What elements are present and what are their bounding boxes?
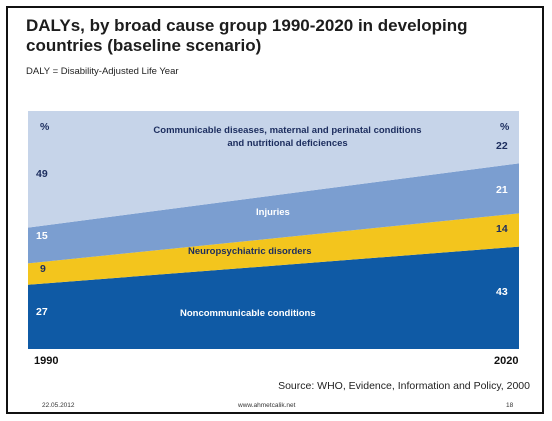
area-neuropsychiatric	[28, 213, 519, 285]
series-label-injuries: Injuries	[256, 207, 290, 218]
percent-symbol-2020: %	[500, 121, 510, 133]
value-neuropsychiatric-1990: 9	[40, 263, 46, 275]
chart-title: DALYs, by broad cause group 1990-2020 in…	[26, 16, 468, 55]
source-note: Source: WHO, Evidence, Information and P…	[278, 380, 530, 392]
footer-date: 22.05.2012	[42, 402, 75, 409]
value-injuries-1990: 15	[36, 230, 48, 242]
value-communicable-2020: 22	[496, 140, 508, 152]
area-noncommunicable	[28, 246, 519, 349]
series-label-neuropsychiatric: Neuropsychiatric disorders	[188, 246, 312, 257]
x-label-1990: 1990	[34, 355, 59, 367]
percent-symbol-1990: %	[40, 121, 50, 133]
value-noncommunicable-1990: 27	[36, 306, 48, 318]
area-communicable	[28, 111, 519, 228]
value-neuropsychiatric-2020: 14	[496, 223, 508, 235]
series-label-noncommunicable: Noncommunicable conditions	[180, 308, 316, 319]
series-label-communicable: Communicable diseases, maternal and peri…	[153, 125, 422, 149]
footer-site: www.ahmetcalik.net	[238, 402, 296, 409]
stacked-area-chart	[28, 111, 519, 349]
value-noncommunicable-2020: 43	[496, 286, 508, 298]
value-communicable-1990: 49	[36, 168, 48, 180]
area-injuries	[28, 163, 519, 264]
plot-area: % % Communicable diseases, maternal and …	[28, 111, 519, 349]
x-label-2020: 2020	[494, 355, 519, 367]
footer-page: 18	[506, 402, 514, 409]
value-injuries-2020: 21	[496, 184, 508, 196]
chart-subtitle: DALY = Disability-Adjusted Life Year	[26, 66, 179, 77]
